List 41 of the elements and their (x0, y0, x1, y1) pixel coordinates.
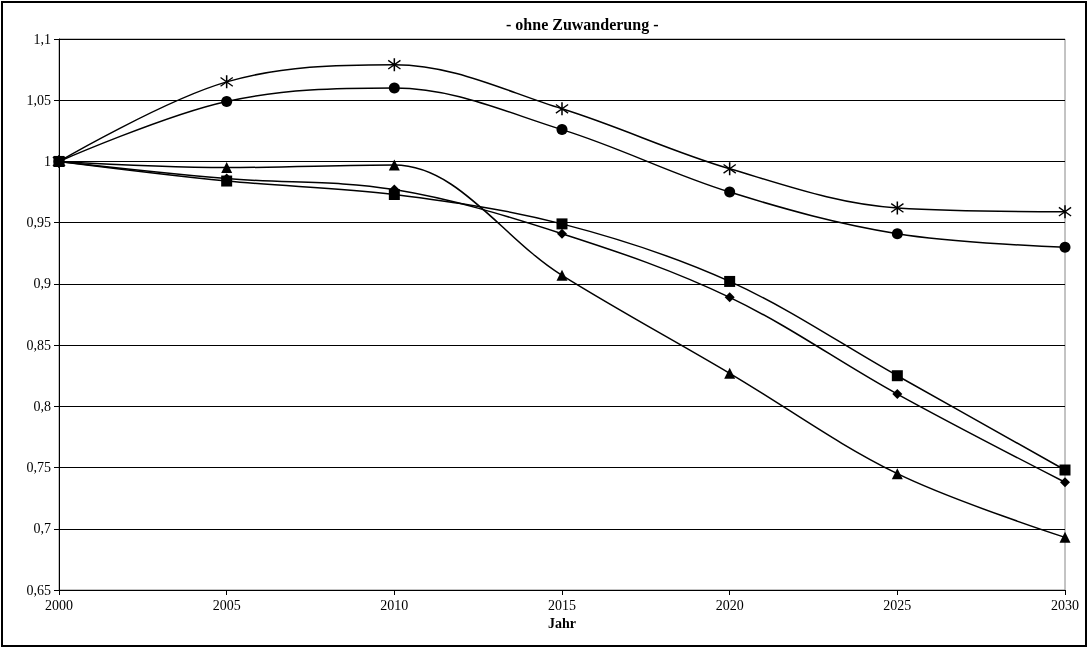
point (892, 389, 903, 400)
x-axis-title: Jahr (548, 616, 576, 632)
point (388, 159, 400, 171)
point (724, 275, 736, 287)
point (556, 124, 568, 136)
x-tick-label: 2015 (548, 597, 576, 613)
y-tick-label: 0,75 (26, 460, 51, 476)
y-tick-label: 1,05 (26, 92, 51, 108)
point (557, 228, 567, 239)
y-tick-label: 0,9 (33, 276, 51, 292)
point (891, 228, 903, 240)
y-tick-label: 1 (44, 153, 51, 169)
y-tick-label: 1,1 (33, 31, 51, 47)
point (891, 370, 903, 382)
point (1059, 531, 1071, 543)
point (556, 218, 568, 230)
x-tick-label: 2025 (883, 597, 912, 613)
y-tick-label: 0,65 (26, 582, 51, 598)
y-tick-label: 0,8 (33, 398, 51, 414)
point (1059, 464, 1071, 476)
point (221, 162, 233, 174)
point (1059, 241, 1071, 253)
point (388, 82, 400, 94)
point (724, 367, 736, 379)
x-tick-label: 2030 (1051, 597, 1079, 613)
y-tick-label: 0,7 (33, 521, 51, 537)
x-tick-label: 2010 (380, 597, 409, 613)
point (1058, 205, 1072, 219)
point (891, 468, 903, 480)
point (1060, 477, 1070, 488)
point (221, 95, 233, 107)
point (724, 292, 735, 303)
point (556, 269, 568, 281)
y-tick-label: 0,85 (26, 337, 51, 353)
y-tick-label: 0,95 (26, 215, 51, 231)
x-tick-label: 2000 (45, 597, 73, 613)
chart-title: - ohne Zuwanderung - (506, 15, 659, 34)
point (724, 186, 736, 198)
x-tick-label: 2020 (715, 597, 744, 613)
x-tick-label: 2005 (212, 597, 241, 613)
point (555, 102, 569, 116)
